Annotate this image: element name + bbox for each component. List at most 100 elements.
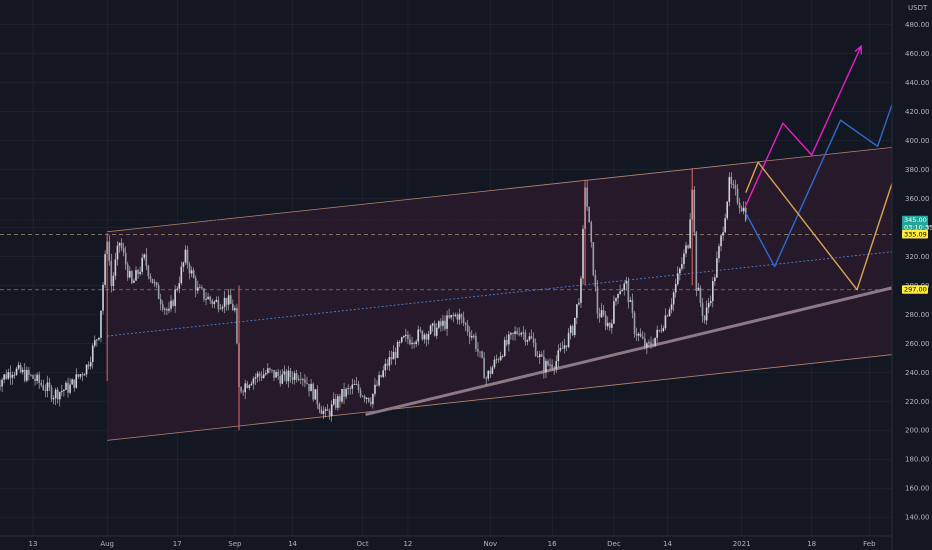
candle-body — [34, 378, 36, 381]
candle-body — [633, 312, 636, 335]
candle-body — [361, 396, 364, 398]
candle-body — [444, 320, 446, 329]
candle-body — [170, 300, 172, 309]
candle-body — [602, 310, 605, 316]
candle-body — [662, 328, 665, 332]
candle-body — [576, 304, 578, 318]
projection-arrowhead — [854, 44, 863, 55]
candle-body — [526, 340, 529, 342]
candle-body — [384, 363, 387, 371]
candle-body — [332, 398, 335, 405]
candle-body — [365, 397, 368, 399]
candle-body — [390, 357, 393, 360]
candle-body — [143, 254, 146, 258]
candle-body — [380, 375, 382, 377]
time-tick-label: Sep — [228, 540, 242, 548]
candle-body — [394, 351, 397, 358]
candle-body — [188, 264, 191, 274]
candle-body — [738, 202, 741, 208]
channel-mid-line[interactable] — [107, 250, 903, 337]
candle-body — [600, 310, 603, 318]
candle-body — [409, 339, 411, 345]
time-tick-label: Aug — [100, 540, 114, 548]
candle-body — [512, 332, 514, 334]
candle-body — [637, 333, 640, 336]
candle-body — [124, 252, 127, 265]
candle-body — [186, 249, 189, 265]
candle-body — [67, 382, 69, 393]
candle-body — [9, 372, 12, 378]
candle-body — [223, 297, 226, 307]
time-tick-label: 2021 — [733, 540, 751, 548]
candle-body — [709, 301, 712, 304]
candle-body — [96, 339, 98, 341]
candle-body — [433, 323, 436, 336]
candle-body — [287, 370, 290, 382]
candle-body — [446, 315, 448, 329]
candle-body — [508, 334, 510, 345]
channel-lower-line[interactable] — [107, 353, 903, 441]
candle-body — [392, 351, 395, 360]
candle-body — [528, 336, 531, 341]
candle-body — [573, 317, 576, 336]
candle-body — [458, 314, 461, 320]
candle-body — [314, 389, 317, 400]
candle-body — [293, 373, 296, 380]
candle-body — [46, 382, 49, 391]
candle-body — [94, 340, 96, 346]
price-tick-label: 320.00 — [905, 253, 930, 261]
candle-body — [28, 369, 30, 375]
candle-body — [240, 387, 242, 392]
candle-body — [184, 249, 187, 263]
candle-body — [63, 389, 65, 392]
channel-upper-line[interactable] — [107, 145, 903, 233]
candle-body — [590, 222, 593, 243]
candle-body — [454, 314, 457, 317]
candle-body — [460, 314, 463, 318]
regression-channel[interactable] — [107, 145, 903, 441]
candle-body — [15, 368, 18, 375]
candle-body — [506, 339, 508, 345]
projection-path[interactable] — [745, 151, 903, 291]
horizontal-levels[interactable] — [0, 219, 892, 291]
candle-body — [256, 373, 259, 378]
candle-body — [7, 372, 10, 379]
projection-path[interactable] — [745, 46, 862, 206]
candle-body — [435, 327, 438, 336]
candle-body — [91, 345, 94, 363]
candle-body — [627, 280, 630, 302]
candle-body — [166, 308, 168, 311]
candle-body — [341, 388, 343, 402]
candle-body — [596, 286, 599, 314]
candle-body — [693, 189, 696, 233]
candle-body — [295, 373, 298, 380]
price-tick-label: 140.00 — [905, 514, 930, 522]
candle-body — [229, 295, 232, 304]
level-price-badge-text: 297.00 — [904, 286, 927, 294]
candle-body — [320, 409, 323, 414]
candle-body — [705, 307, 708, 321]
candle-body — [740, 207, 743, 212]
candle-body — [456, 314, 459, 320]
candle-body — [13, 374, 16, 376]
candle-body — [619, 291, 621, 294]
price-axis-panel[interactable] — [892, 0, 932, 550]
candle-body — [438, 321, 440, 328]
candle-body — [582, 228, 584, 279]
support-line[interactable] — [365, 283, 904, 416]
candle-body — [197, 287, 199, 291]
projection-path[interactable] — [745, 50, 912, 268]
candle-body — [629, 300, 632, 302]
candle-body — [359, 390, 362, 397]
candle-body — [267, 368, 269, 374]
candle-body — [23, 369, 26, 381]
candle-body — [499, 356, 502, 361]
candle-body — [538, 354, 541, 357]
candle-body — [178, 283, 181, 289]
candle-body — [720, 235, 722, 247]
support-trendline[interactable] — [365, 283, 904, 416]
candle-body — [697, 287, 700, 291]
candle-body — [285, 371, 288, 382]
candle-body — [501, 355, 504, 357]
